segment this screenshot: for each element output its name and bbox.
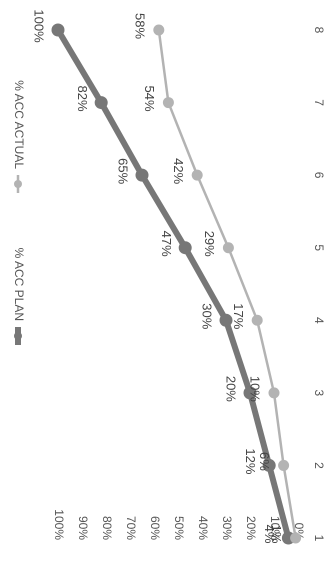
data-point (162, 97, 174, 109)
x-tick-label: 8 (312, 27, 326, 34)
data-point (51, 23, 65, 37)
data-point (268, 387, 280, 399)
data-label: 47% (159, 231, 174, 257)
data-label: 58% (132, 13, 147, 39)
legend-label: % ACC ACTUAL (12, 80, 26, 169)
x-tick-label: 2 (312, 462, 326, 469)
data-label: 54% (142, 86, 157, 112)
x-tick-label: 4 (312, 317, 326, 324)
data-point (94, 96, 108, 110)
data-point (251, 314, 263, 326)
data-point (153, 24, 165, 36)
data-point (262, 458, 276, 472)
legend-label: % ACC PLAN (12, 248, 26, 321)
y-tick-label: 10% (268, 516, 282, 540)
data-label: 4% (262, 525, 277, 544)
data-label: 42% (171, 158, 186, 184)
data-point (278, 459, 290, 471)
data-point (135, 168, 149, 182)
y-tick-label: 100% (52, 509, 66, 540)
data-label: 10% (248, 376, 263, 402)
data-label: 82% (75, 86, 90, 112)
x-axis-tick-labels: 1 2 3 4 5 6 7 8 (312, 27, 326, 542)
y-tick-label: 60% (148, 516, 162, 540)
data-point (290, 532, 302, 544)
data-label: 1% (269, 525, 284, 544)
y-tick-label: 90% (76, 516, 90, 540)
y-tick-label: 50% (172, 516, 186, 540)
data-label: 65% (116, 158, 131, 184)
series-line (55, 27, 292, 541)
data-label-layer: 4% 12% 20% 30% 47% 65% 82% 100% 1% 6% 10% 17% 29% 42%… (32, 9, 285, 543)
y-axis-tick-labels: 0%10%20%30%40%50%60%70%80%90%100% (52, 509, 306, 540)
x-tick-label: 1 (312, 535, 326, 542)
x-tick-label: 5 (312, 244, 326, 251)
y-tick-label: 30% (220, 516, 234, 540)
data-label: 30% (200, 303, 215, 329)
data-point (178, 241, 192, 255)
data-point (222, 242, 234, 254)
data-label: 17% (231, 303, 246, 329)
y-tick-label: 70% (124, 516, 138, 540)
data-label: 6% (257, 452, 272, 471)
data-label: 20% (224, 376, 239, 402)
data-point (243, 386, 257, 400)
series-layer (51, 23, 302, 545)
legend: % ACC PLAN % ACC ACTUAL (12, 80, 26, 345)
series-line (157, 28, 297, 540)
data-label: 100% (32, 9, 47, 43)
data-label: 12% (243, 448, 258, 474)
y-tick-label: 20% (244, 516, 258, 540)
y-tick-label: 40% (196, 516, 210, 540)
x-tick-label: 6 (312, 172, 326, 179)
x-tick-label: 7 (312, 99, 326, 106)
y-tick-label: 80% (100, 516, 114, 540)
legend-marker (14, 180, 22, 188)
data-point (219, 313, 233, 327)
data-point (191, 169, 203, 181)
x-tick-label: 3 (312, 390, 326, 397)
data-label: 29% (202, 231, 217, 257)
legend-marker (14, 332, 22, 340)
